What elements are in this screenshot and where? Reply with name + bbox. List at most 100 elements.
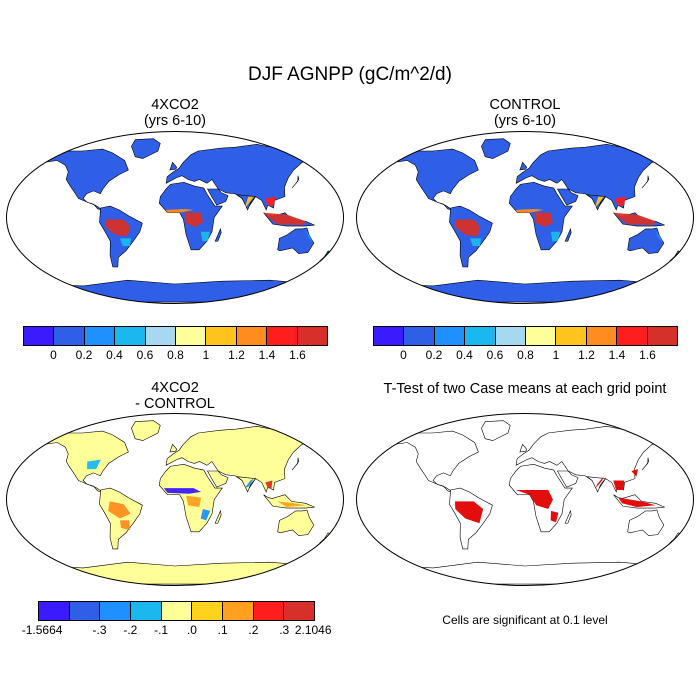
continent-uk <box>169 161 178 171</box>
colorbar-swatch <box>192 602 224 620</box>
continent-japan <box>641 175 650 189</box>
colorbar-diff-labels: -1.5664 -.3 -.2 -.1 .0 .1 .2 .3 2.1046 <box>22 623 332 639</box>
colorbar-tick-label: -.2 <box>123 623 138 637</box>
productivity-region <box>618 497 656 508</box>
colorbar-swatch <box>495 327 527 345</box>
productivity-region <box>515 490 553 509</box>
colorbar-swatch <box>284 602 315 620</box>
continent-arabia <box>206 188 229 206</box>
panel-title-line1: T-Test of two Case means at each grid po… <box>383 381 667 397</box>
colorbar-control-labels: 0 0.2 0.4 0.6 0.8 1 1.2 1.4 1.6 <box>373 348 678 364</box>
continent-madagascar <box>214 509 222 524</box>
continent-australia <box>627 227 665 254</box>
continent-greenland <box>131 138 161 159</box>
colorbar-swatch <box>267 327 298 345</box>
colorbar-tick-label: 1 <box>552 348 560 362</box>
productivity-region <box>613 480 625 490</box>
map-ttest <box>356 413 694 586</box>
colorbar-swatch <box>39 602 70 620</box>
colorbar-tick-label: 0.2 <box>75 348 93 362</box>
colorbar-swatch <box>526 327 557 345</box>
productivity-region <box>184 212 203 227</box>
continent-arabia <box>556 470 579 488</box>
productivity-region <box>615 196 626 207</box>
map-4xco2 <box>6 131 344 304</box>
productivity-region <box>120 238 132 246</box>
colorbar-4xco2 <box>23 326 328 346</box>
productivity-region <box>550 231 561 242</box>
continent-greenland <box>481 138 511 159</box>
colorbar-tick-label: -1.5664 <box>21 623 63 637</box>
continent-northAmerica <box>40 148 129 211</box>
productivity-region <box>515 208 544 213</box>
continent-northAmerica <box>390 430 479 493</box>
productivity-region <box>265 196 276 207</box>
continent-japan <box>291 457 300 471</box>
colorbar-swatch <box>161 602 193 620</box>
colorbar-tick-label: .1 <box>217 623 228 637</box>
colorbar-swatch <box>84 327 116 345</box>
colorbar-4xco2-labels: 0 0.2 0.4 0.6 0.8 1 1.2 1.4 1.6 <box>23 348 328 364</box>
panel-title-line1: 4XCO2 <box>151 97 199 113</box>
colorbar-tick-label: 0 <box>400 348 407 362</box>
colorbar-tick-label: 0.4 <box>456 348 473 362</box>
colorbar-tick-label: 0.6 <box>136 348 154 362</box>
continent-greenland <box>131 420 161 441</box>
colorbar-control <box>373 326 678 346</box>
continent-madagascar <box>214 227 222 242</box>
colorbar-swatch <box>586 327 618 345</box>
productivity-region <box>163 488 202 494</box>
productivity-region <box>595 476 604 489</box>
continent-northAmerica <box>390 148 479 211</box>
colorbar-swatch <box>617 327 648 345</box>
colorbar-swatch <box>69 602 101 620</box>
colorbar-tick-label: 1.6 <box>289 348 306 362</box>
colorbar-tick-label: 1.2 <box>228 348 245 362</box>
colorbar-diff <box>38 601 315 621</box>
colorbar-tick-label: 0.2 <box>425 348 443 362</box>
figure-title: DJF AGNPP (gC/m^2/d) <box>248 64 452 85</box>
panel-title-ttest: T-Test of two Case means at each grid po… <box>350 381 700 397</box>
panel-title-line1: CONTROL <box>489 97 561 113</box>
productivity-region <box>534 212 553 227</box>
continent-australia <box>627 509 665 536</box>
continent-uk <box>519 443 528 453</box>
colorbar-swatch <box>404 327 435 345</box>
productivity-region <box>455 501 484 524</box>
continent-madagascar <box>564 509 572 524</box>
productivity-region <box>244 196 254 208</box>
panel-title-control: CONTROL (yrs 6-10) <box>425 97 625 129</box>
productivity-region <box>277 501 306 508</box>
productivity-region <box>594 196 604 208</box>
productivity-region <box>631 469 639 477</box>
continent-australia <box>277 227 315 254</box>
colorbar-tick-label: .0 <box>186 623 197 637</box>
panel-title-diff: 4XCO2 - CONTROL <box>75 380 275 412</box>
productivity-region <box>186 495 202 508</box>
colorbar-tick-label: -.1 <box>154 623 169 637</box>
colorbar-swatch <box>465 327 496 345</box>
colorbar-swatch <box>647 327 678 345</box>
colorbar-tick-label: 0.8 <box>167 348 184 362</box>
map-diff <box>6 413 344 586</box>
continent-madagascar <box>564 227 572 242</box>
map-border <box>356 413 694 586</box>
colorbar-tick-label: 1 <box>202 348 210 362</box>
continent-japan <box>641 457 650 471</box>
map-border <box>356 131 694 304</box>
continent-australia <box>277 509 315 536</box>
continent-eurasia <box>165 426 318 493</box>
panel-title-line2: (yrs 6-10) <box>493 113 557 129</box>
panel-title-line2: (yrs 6-10) <box>143 113 207 129</box>
colorbar-swatch <box>176 327 207 345</box>
productivity-region <box>87 459 101 470</box>
continent-uk <box>519 161 528 171</box>
colorbar-swatch <box>236 327 268 345</box>
productivity-region <box>550 510 559 523</box>
continent-arabia <box>556 188 579 206</box>
land-group <box>385 420 683 585</box>
colorbar-swatch <box>297 327 328 345</box>
productivity-region <box>244 478 254 489</box>
panel-title-4xco2: 4XCO2 (yrs 6-10) <box>75 97 275 129</box>
colorbar-tick-label: 1.4 <box>258 348 276 362</box>
